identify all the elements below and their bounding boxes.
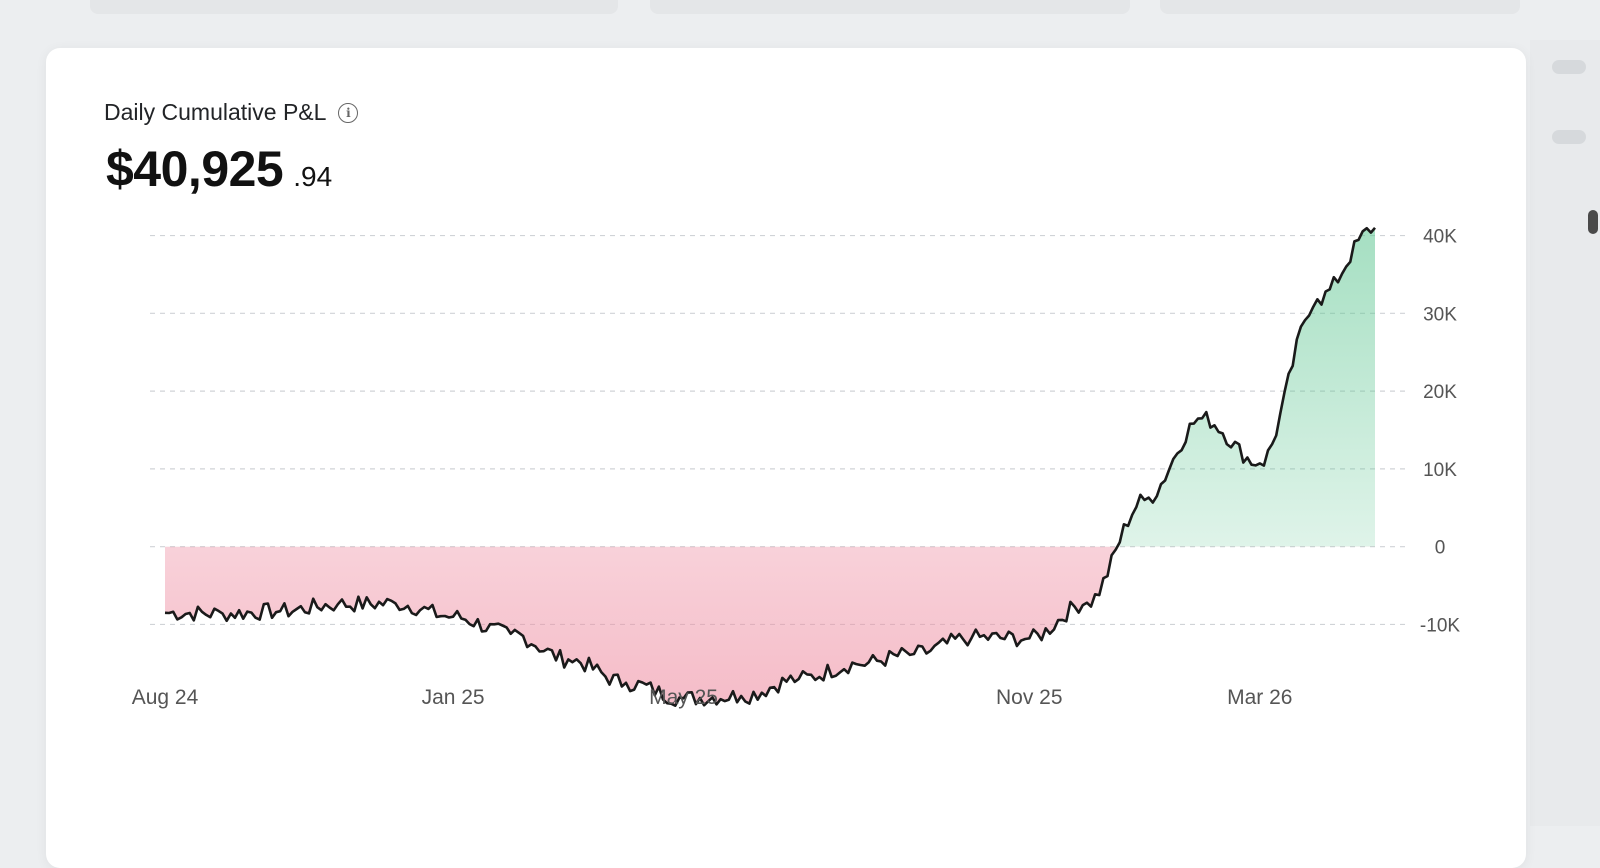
negative-area-fill — [165, 546, 1375, 706]
side-placeholder-2 — [1552, 130, 1586, 144]
x-tick-label: Aug 24 — [132, 686, 199, 709]
y-tick-label: 0 — [1435, 538, 1446, 559]
x-tick-label: Mar 26 — [1227, 686, 1292, 709]
positive-area-fill — [1117, 227, 1375, 547]
background-card-1 — [90, 0, 618, 14]
pnl-chart: 40K 30K 20K 10K 0 -10K Aug 24 Jan 25 May 25 Nov … — [132, 226, 1461, 709]
x-tick-label: May 25 — [649, 686, 718, 709]
x-tick-label: Nov 25 — [996, 686, 1063, 709]
pnl-value-cents: .94 — [293, 161, 333, 192]
card-header: Daily Cumulative P&L i — [104, 99, 359, 126]
background-card-3 — [1160, 0, 1520, 14]
y-tick-label: 40K — [1423, 227, 1457, 248]
side-indicator — [1588, 210, 1598, 234]
pnl-value: $40,925 .94 — [106, 140, 332, 198]
info-icon[interactable]: i — [338, 102, 359, 123]
x-tick-label: Jan 25 — [422, 686, 485, 709]
y-tick-label: 20K — [1423, 382, 1457, 403]
y-axis-ticks: 40K 30K 20K 10K 0 -10K — [1420, 227, 1460, 637]
x-axis-ticks: Aug 24 Jan 25 May 25 Nov 25 Mar 26 — [132, 686, 1293, 709]
side-panel — [1530, 40, 1600, 826]
background-card-2 — [650, 0, 1130, 14]
side-placeholder-1 — [1552, 60, 1586, 74]
y-tick-label: 10K — [1423, 460, 1457, 481]
y-tick-label: 30K — [1423, 304, 1457, 325]
series-line — [164, 226, 1376, 707]
pnl-value-main: $40,925 — [106, 141, 284, 197]
card-title: Daily Cumulative P&L — [104, 99, 327, 125]
y-tick-label: -10K — [1420, 615, 1460, 636]
